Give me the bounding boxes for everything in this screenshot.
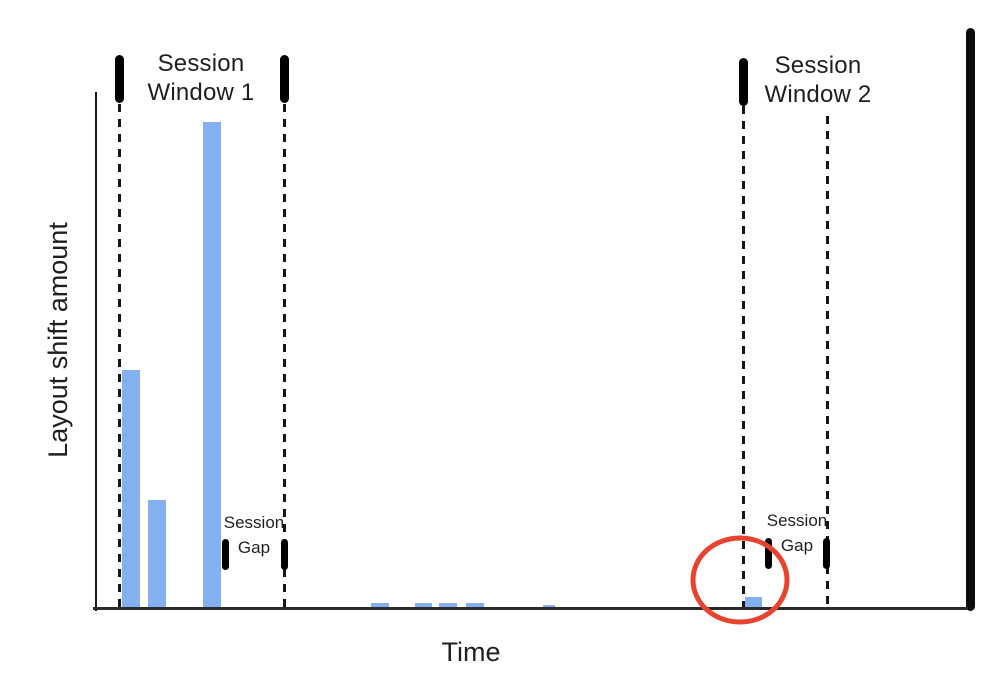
session-gap-1-label-line2: Gap [237,538,271,557]
session-window-2-label-line1: Session [774,52,862,79]
session-window-1-label-line1: Session [157,50,245,77]
x-axis-line [93,607,968,610]
gap-boundary-marker [280,539,288,570]
layout-shift-bar [439,603,457,608]
layout-shift-bar [371,603,389,608]
session-gap-2-label-line2: Gap [780,536,814,555]
layout-shift-bar [122,370,140,608]
session-window-2-label-line2: Window 2 [764,81,872,108]
session-gap-2-label: Session Gap [752,508,842,558]
session-window-boundary-line [741,106,745,609]
session-window-1-label: Session Window 1 [101,49,301,107]
y-axis-line [95,92,97,611]
window-boundary-marker [114,55,124,103]
window-boundary-marker [279,55,289,103]
layout-shift-bar [203,122,221,608]
layout-shift-bar [466,603,484,608]
gap-boundary-marker [221,539,229,570]
session-window-2-label: Session Window 2 [718,51,918,109]
session-window-boundary-line [117,104,121,609]
session-window-1-label-line2: Window 1 [147,79,255,106]
window-boundary-marker [738,58,748,106]
session-window-boundary-line [825,116,829,609]
session-gap-1-label-line1: Session [223,513,285,532]
layout-shift-bar [148,500,166,608]
layout-shift-bar [543,605,555,608]
layout-shift-bar [415,603,432,608]
y-axis-label: Layout shift amount [43,222,73,458]
timeline-end-marker [965,28,975,611]
x-axis-label: Time [441,637,501,667]
session-gap-2-label-line1: Session [766,511,828,530]
gap-boundary-marker [822,538,830,569]
session-window-boundary-line [282,104,286,609]
session-gap-1-label: Session Gap [209,510,299,560]
